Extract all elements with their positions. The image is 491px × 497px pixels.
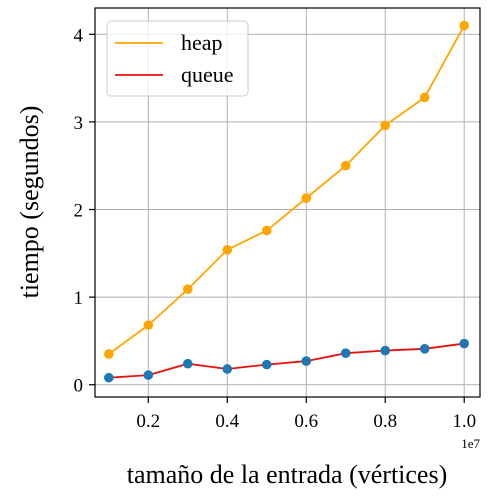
legend: heap queue bbox=[106, 20, 249, 97]
legend-label-heap: heap bbox=[181, 30, 223, 55]
data-point-queue bbox=[222, 364, 233, 374]
legend-label-queue: queue bbox=[181, 62, 234, 87]
y-tick-label: 1 bbox=[74, 288, 84, 309]
y-axis-label: tiempo (segundos) bbox=[15, 106, 44, 299]
data-point-queue bbox=[459, 338, 470, 349]
series-lines bbox=[108, 25, 465, 379]
data-point-heap bbox=[301, 193, 312, 203]
x-tick-label: 0.8 bbox=[373, 411, 397, 432]
data-point-queue bbox=[419, 344, 430, 354]
data-point-heap bbox=[380, 120, 391, 131]
data-point-queue bbox=[143, 370, 154, 380]
data-point-queue bbox=[380, 345, 391, 356]
data-point-heap bbox=[104, 349, 114, 359]
series-markers bbox=[104, 20, 470, 383]
x-tick-label: 0.2 bbox=[136, 411, 160, 432]
y-tick-label: 3 bbox=[74, 113, 84, 134]
data-point-queue bbox=[301, 356, 312, 366]
data-point-heap bbox=[222, 245, 233, 255]
x-offset-label: 1e7 bbox=[461, 436, 480, 451]
x-tick-label: 0.6 bbox=[294, 411, 318, 432]
data-point-queue bbox=[182, 358, 193, 369]
data-point-heap bbox=[419, 92, 430, 103]
axis-ticks: 0.2 0.4 0.6 0.8 1.0 0 1 2 3 4 bbox=[74, 25, 477, 432]
data-point-queue bbox=[261, 359, 272, 370]
data-point-heap bbox=[340, 160, 351, 171]
legend-box bbox=[106, 20, 249, 97]
data-point-heap bbox=[143, 320, 154, 330]
y-tick-label: 0 bbox=[74, 376, 84, 397]
y-tick-label: 2 bbox=[74, 201, 84, 222]
y-tick-label: 4 bbox=[74, 25, 84, 46]
data-point-queue bbox=[104, 372, 114, 383]
plot-frame bbox=[94, 7, 481, 398]
data-point-heap bbox=[261, 225, 272, 236]
series-line-heap bbox=[108, 25, 465, 355]
x-axis-label: tamaño de la entrada (vértices) bbox=[127, 460, 448, 489]
data-point-heap bbox=[182, 284, 193, 295]
data-point-queue bbox=[340, 348, 351, 358]
data-point-heap bbox=[459, 20, 470, 31]
x-tick-label: 0.4 bbox=[215, 411, 239, 432]
series-line-queue bbox=[108, 342, 465, 379]
x-tick-label: 1.0 bbox=[452, 411, 476, 432]
